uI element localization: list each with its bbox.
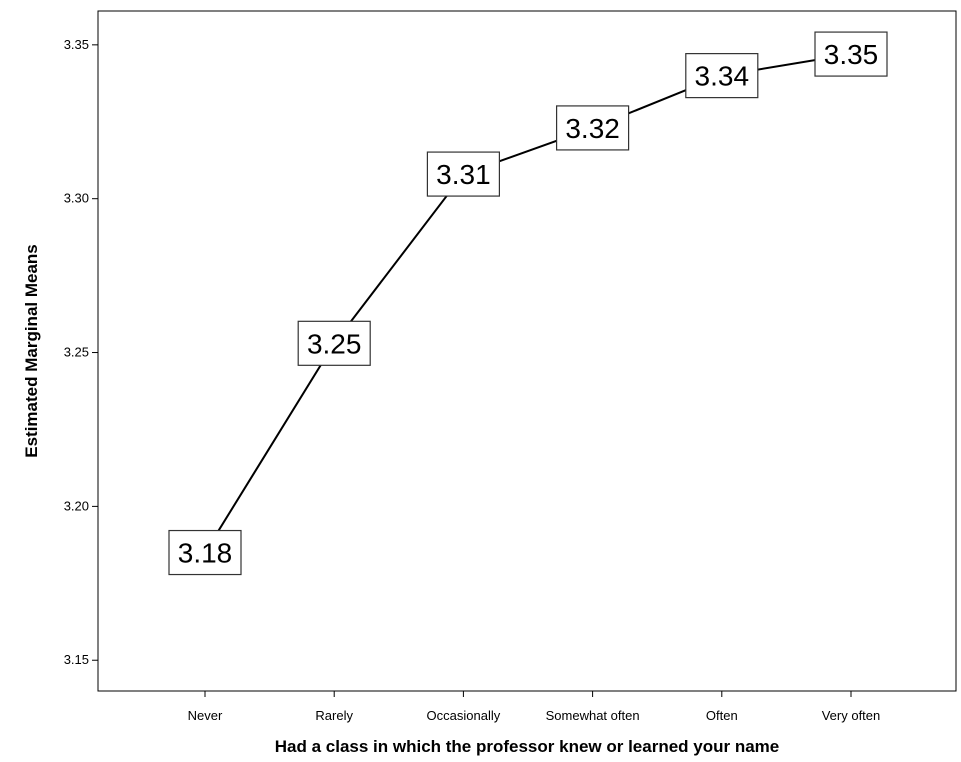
data-labels: 3.18 3.25 3.31 3.32 3.34 3.35 xyxy=(168,31,888,576)
data-label: 3.31 xyxy=(426,151,500,197)
data-label: 3.18 xyxy=(168,529,242,576)
data-label-box xyxy=(685,53,759,99)
data-label-box xyxy=(814,31,888,77)
data-label-box xyxy=(426,151,500,197)
y-tick-label: 3.30 xyxy=(64,191,89,206)
x-tick-label: Rarely xyxy=(315,708,353,723)
x-axis-title: Had a class in which the professor knew … xyxy=(275,737,780,756)
data-label: 3.34 xyxy=(685,53,759,99)
data-label-text: 3.35 xyxy=(824,39,879,70)
data-label: 3.32 xyxy=(555,105,630,151)
data-label: 3.25 xyxy=(297,320,371,366)
y-axis-title: Estimated Marginal Means xyxy=(22,244,41,458)
data-label-box xyxy=(555,105,630,151)
x-tick-label: Occasionally xyxy=(427,708,501,723)
x-tick-label: Somewhat often xyxy=(546,708,640,723)
data-label-text: 3.31 xyxy=(436,159,491,190)
data-label: 3.35 xyxy=(814,31,888,77)
x-tick-label: Never xyxy=(188,708,223,723)
y-tick-label: 3.35 xyxy=(64,37,89,52)
x-tick-label: Very often xyxy=(822,708,881,723)
data-label-text: 3.18 xyxy=(178,538,233,569)
x-axis: Never Rarely Occasionally Somewhat often Oft… xyxy=(188,691,881,723)
data-label-text: 3.25 xyxy=(307,328,362,359)
y-tick-label: 3.15 xyxy=(64,652,89,667)
plot-area xyxy=(97,10,957,692)
data-label-box xyxy=(297,320,371,366)
y-tick-label: 3.20 xyxy=(64,498,89,513)
data-label-box xyxy=(168,529,242,576)
data-label-text: 3.34 xyxy=(695,61,750,92)
y-tick-label: 3.25 xyxy=(64,345,89,360)
y-axis: 3.15 3.20 3.25 3.30 3.35 xyxy=(64,37,98,667)
x-tick-label: Often xyxy=(706,708,738,723)
data-label-text: 3.32 xyxy=(565,113,620,144)
